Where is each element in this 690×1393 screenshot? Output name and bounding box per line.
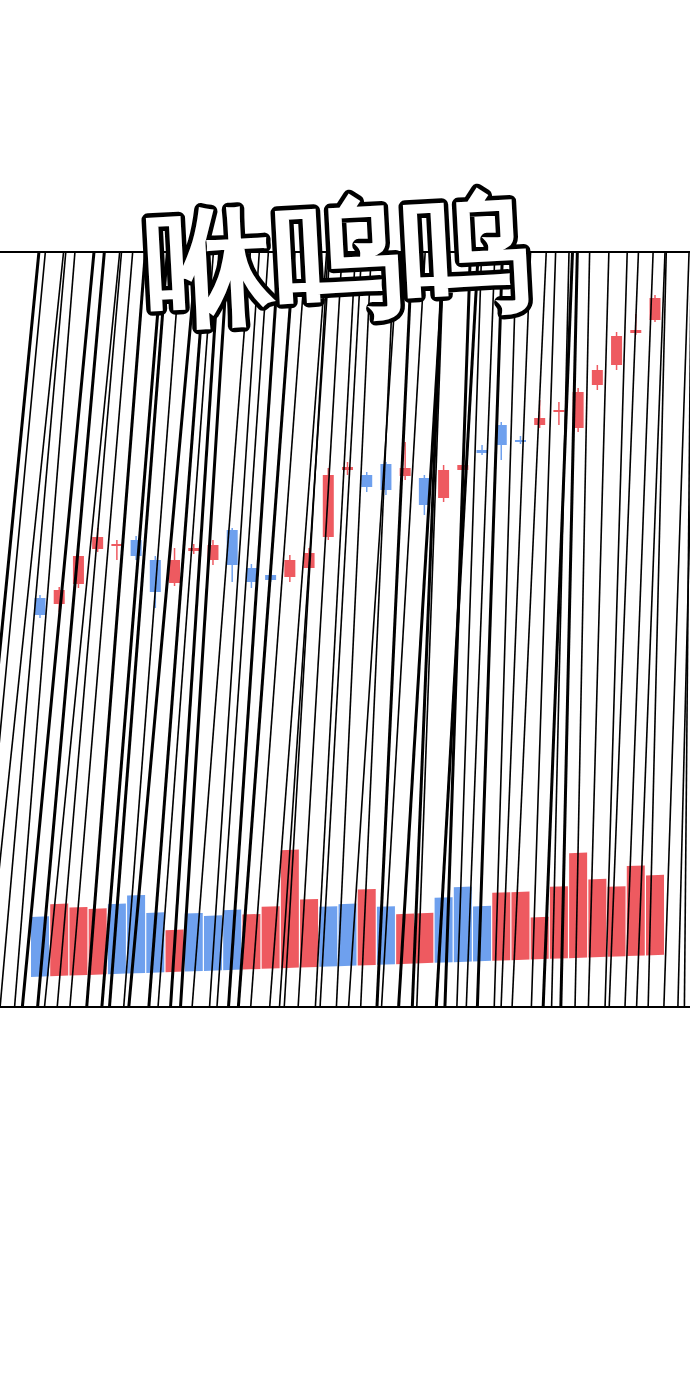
speed-line xyxy=(382,252,426,1007)
speed-line xyxy=(171,252,220,1007)
volume-bar xyxy=(646,875,664,956)
candle-body xyxy=(284,560,295,577)
volume-bar xyxy=(185,913,203,972)
speed-line xyxy=(445,252,470,1007)
candle-body xyxy=(361,475,372,487)
speed-line xyxy=(501,252,530,1007)
candle-wick xyxy=(558,402,560,425)
speed-line xyxy=(217,252,268,1007)
speed-line xyxy=(22,252,94,1007)
frame-bottom xyxy=(0,1006,690,1008)
volume-bar xyxy=(473,906,491,962)
panel: 咻呜呜 xyxy=(0,0,690,1393)
speed-line xyxy=(70,252,133,1007)
speed-line xyxy=(45,252,120,1007)
speed-line xyxy=(315,252,355,1007)
candle-body xyxy=(188,548,199,551)
candle-body xyxy=(169,560,180,583)
speed-line xyxy=(684,252,690,1007)
speed-line xyxy=(552,252,569,1007)
speed-line xyxy=(609,252,638,1007)
speed-line xyxy=(124,252,181,1007)
speed-line xyxy=(210,252,260,1007)
speed-line xyxy=(477,252,502,1007)
speed-line xyxy=(0,252,45,1007)
speed-line xyxy=(361,252,395,1007)
candle-body xyxy=(515,440,526,442)
speed-line xyxy=(87,252,146,1007)
speed-line xyxy=(399,252,445,1007)
speed-line xyxy=(678,252,690,1007)
volume-bar xyxy=(358,889,376,966)
speed-line xyxy=(531,252,555,1007)
volume-bar xyxy=(608,886,626,957)
candle-body xyxy=(592,370,603,385)
volume-bar xyxy=(435,897,453,963)
volume-bars xyxy=(31,837,664,977)
speed-line xyxy=(270,252,327,1007)
volume-bar xyxy=(492,892,510,961)
candle-wick xyxy=(116,540,118,560)
speed-line xyxy=(229,252,280,1007)
volume-bar xyxy=(319,906,337,967)
speed-lines xyxy=(0,252,690,1007)
speed-line xyxy=(648,252,666,1007)
speed-line xyxy=(192,252,250,1007)
frame xyxy=(0,252,690,1007)
speed-line xyxy=(15,252,75,1007)
speed-line xyxy=(625,252,653,1007)
speed-line xyxy=(412,252,442,1007)
candle-body xyxy=(246,568,257,582)
speed-line xyxy=(588,252,608,1007)
candle-body xyxy=(438,470,449,498)
candle-body xyxy=(477,450,488,453)
volume-bar xyxy=(69,907,87,976)
speed-line xyxy=(561,252,578,1007)
speed-line xyxy=(238,252,294,1007)
sound-effect: 咻呜呜 xyxy=(142,176,533,345)
candle-body xyxy=(111,544,122,546)
candle-body xyxy=(534,418,545,425)
speed-line xyxy=(436,252,478,1007)
speed-line xyxy=(575,252,590,1007)
speed-line xyxy=(349,252,399,1007)
candle-body xyxy=(611,336,622,365)
speed-line xyxy=(512,252,546,1007)
candle-body xyxy=(553,410,564,412)
speed-line xyxy=(417,252,444,1007)
speed-line xyxy=(457,252,482,1007)
